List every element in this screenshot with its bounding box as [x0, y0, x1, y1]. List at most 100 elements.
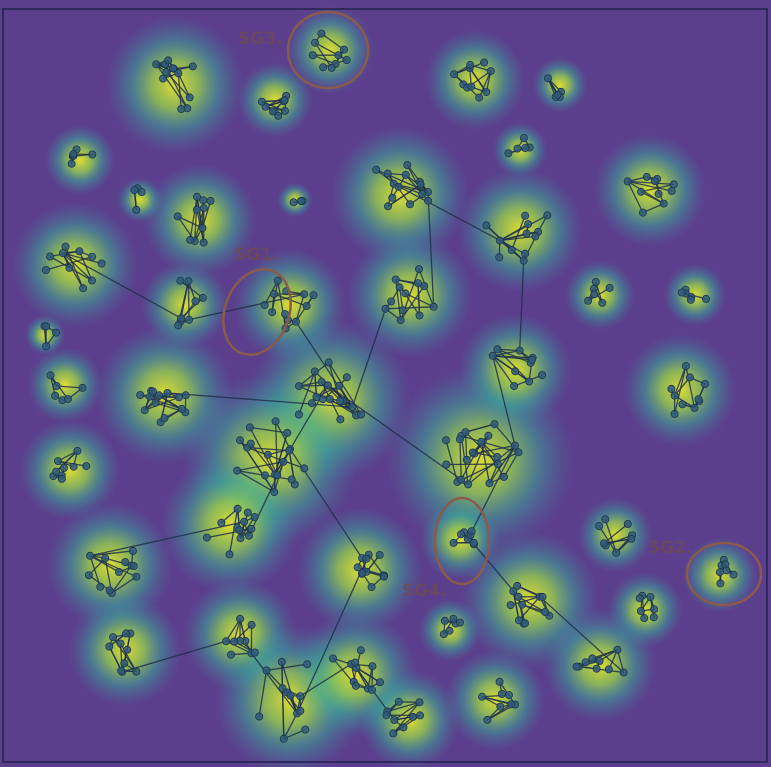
heat-blob [543, 608, 657, 722]
graph-node [398, 306, 407, 315]
graph-node [513, 581, 522, 590]
heat-blob [663, 263, 727, 327]
graph-node [480, 58, 489, 67]
graph-node [509, 587, 518, 596]
graph-node [467, 527, 476, 536]
graph-edge [62, 252, 182, 319]
graph-node [273, 276, 282, 285]
graph-node [202, 533, 211, 542]
graph-node [69, 462, 78, 471]
sg3-ellipse [286, 10, 370, 90]
graph-node [414, 265, 423, 274]
graph-node [581, 658, 590, 667]
graph-edge [604, 519, 617, 553]
graph-node [325, 394, 334, 403]
graph-node [42, 342, 51, 351]
graph-edge [640, 191, 664, 205]
graph-node [310, 38, 319, 47]
graph-node [296, 706, 305, 715]
graph-edge [275, 420, 291, 450]
graph-node [514, 448, 523, 457]
graph-node [236, 534, 245, 543]
graph-node [54, 457, 63, 466]
graph-edge [503, 451, 519, 478]
sg2-ellipse [685, 541, 763, 607]
graph-node [623, 177, 632, 186]
graph-node [518, 600, 527, 609]
graph-edge [492, 355, 516, 446]
graph-node [301, 725, 310, 734]
graph-node [525, 377, 534, 386]
graph-node [650, 605, 659, 614]
graph-node [41, 265, 50, 274]
graph-node [51, 391, 60, 400]
graph-node [670, 391, 679, 400]
graph-node [553, 90, 562, 99]
graph-node [52, 467, 61, 476]
graph-node [117, 666, 126, 675]
graph-node [109, 633, 118, 642]
graph-edge [518, 596, 546, 613]
graph-edge [457, 451, 519, 483]
graph-edge [108, 646, 122, 671]
graph-node [245, 423, 254, 432]
graph-node [335, 381, 344, 390]
graph-node [390, 716, 399, 725]
graph-node [456, 530, 465, 539]
graph-edge [299, 663, 352, 697]
graph-node [278, 684, 287, 693]
graph-node [88, 252, 97, 261]
graph-node [280, 96, 289, 105]
sg3-label: SG3. [238, 29, 282, 49]
graph-edge [406, 164, 423, 195]
graph-node [323, 381, 332, 390]
graph-node [271, 417, 280, 426]
graph-node [342, 373, 351, 382]
graph-node [136, 390, 145, 399]
graph-edge [228, 508, 239, 555]
graph-node [64, 395, 73, 404]
graph-node [538, 592, 547, 601]
graph-node [192, 192, 201, 201]
graph-node [681, 361, 690, 370]
graph-node [590, 290, 599, 299]
graph-node [591, 277, 600, 286]
graph-edge [474, 444, 516, 455]
graph-edge [314, 371, 318, 398]
graph-edge [673, 365, 687, 396]
graph-edge [496, 348, 530, 382]
graph-node [543, 211, 552, 220]
graph-node [57, 474, 66, 483]
graph-node [120, 659, 129, 668]
graph-node [342, 56, 351, 65]
graph-edge [387, 183, 421, 207]
graph-node [176, 276, 185, 285]
graph-node [650, 176, 659, 185]
graph-edge [239, 516, 256, 539]
graph-node [250, 648, 259, 657]
graph-node [300, 464, 309, 473]
graph-edge [522, 603, 546, 613]
graph-node [226, 650, 235, 659]
graph-node [300, 290, 309, 299]
graph-node [418, 189, 427, 198]
graph-node [114, 568, 123, 577]
graph-node [260, 301, 269, 310]
graph-node [357, 410, 366, 419]
graph-edge [587, 287, 610, 302]
graph-node [391, 275, 400, 284]
graph-edge [517, 596, 526, 624]
graph-node [442, 460, 451, 469]
graph-edge [155, 63, 188, 109]
graph-node [496, 702, 505, 711]
graph-edge [499, 232, 527, 242]
graph-edge [627, 180, 674, 186]
graph-node [334, 51, 343, 60]
graph-node [308, 51, 317, 60]
graph-edge [250, 652, 298, 714]
graph-node [461, 428, 470, 437]
graph-node [69, 150, 78, 159]
graph-edge [356, 667, 381, 683]
graph-edge [249, 426, 288, 434]
graph-node [235, 436, 244, 445]
